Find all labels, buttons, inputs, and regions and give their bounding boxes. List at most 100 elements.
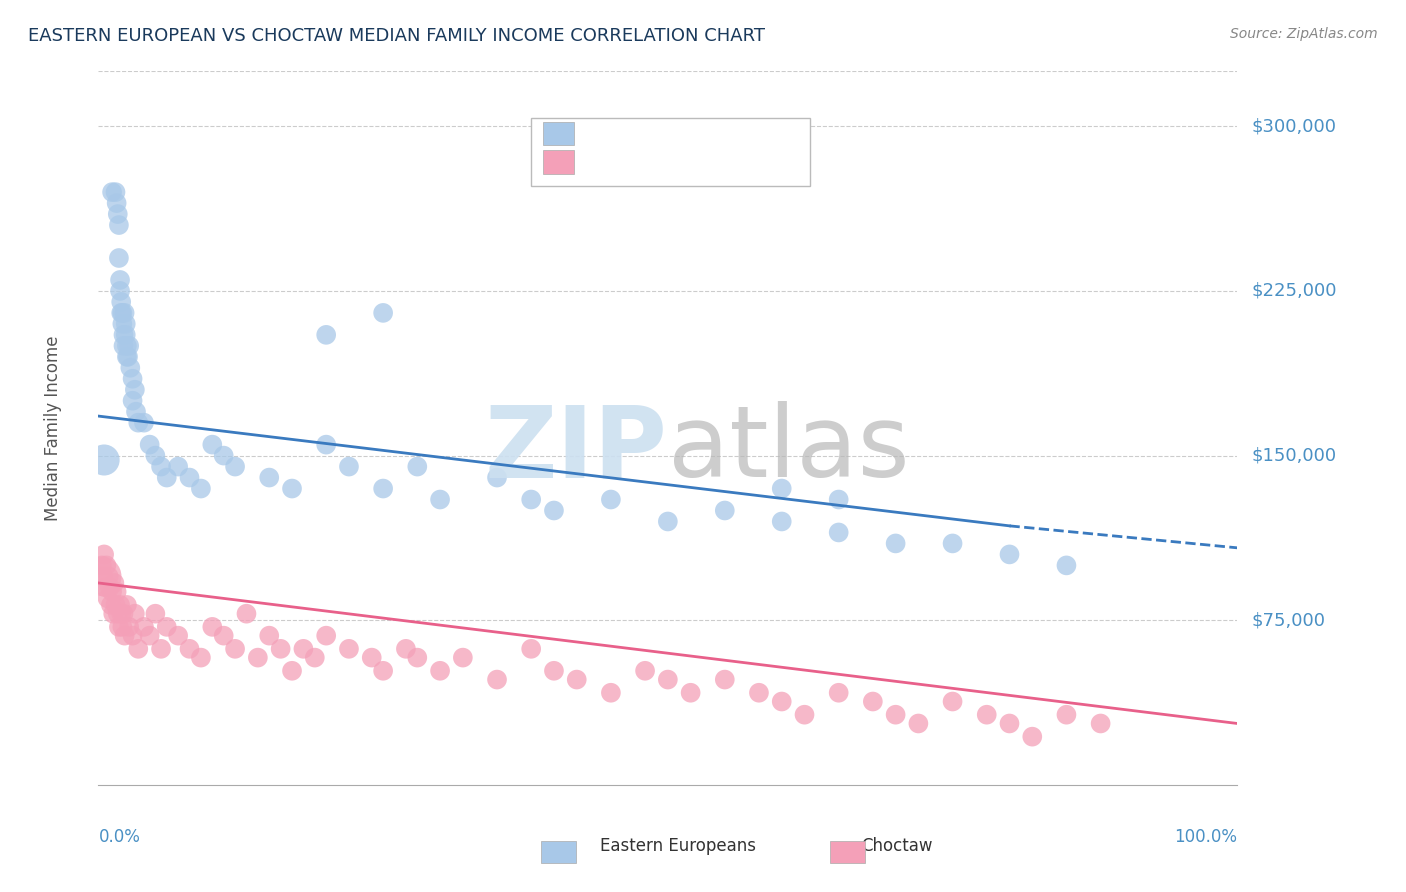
Point: [224, 459, 246, 474]
Point: [111, 620, 134, 634]
Point: [112, 327, 135, 342]
Point: [281, 664, 304, 678]
Point: [259, 470, 281, 484]
Point: [150, 459, 173, 474]
Point: [976, 707, 998, 722]
Point: [862, 694, 884, 708]
Point: [94, 580, 117, 594]
Point: [108, 620, 131, 634]
Point: [486, 673, 509, 687]
Point: [114, 629, 136, 643]
Point: [121, 629, 143, 643]
Point: [100, 598, 122, 612]
Point: [127, 641, 149, 656]
Point: [124, 607, 146, 621]
Point: [201, 620, 224, 634]
Text: N = 61: N = 61: [700, 125, 762, 143]
Point: [111, 306, 134, 320]
Point: [600, 492, 623, 507]
Point: [828, 492, 851, 507]
Point: [429, 492, 451, 507]
Text: $75,000: $75,000: [1251, 611, 1326, 629]
Point: [101, 185, 124, 199]
Point: [115, 598, 138, 612]
Point: [600, 686, 623, 700]
Point: [315, 327, 337, 342]
Point: [190, 482, 212, 496]
Text: $300,000: $300,000: [1251, 117, 1336, 136]
Point: [121, 393, 143, 408]
Point: [1056, 558, 1078, 573]
Point: [93, 453, 115, 467]
Point: [145, 607, 167, 621]
Point: [543, 664, 565, 678]
Text: R = -0.619: R = -0.619: [586, 153, 675, 171]
Point: [96, 591, 118, 606]
Point: [281, 482, 304, 496]
Point: [770, 482, 793, 496]
Point: [406, 459, 429, 474]
Point: [337, 641, 360, 656]
Point: [120, 360, 142, 375]
Point: [179, 470, 201, 484]
Point: [98, 580, 121, 594]
Point: [104, 598, 127, 612]
Point: [110, 607, 132, 621]
FancyBboxPatch shape: [543, 121, 575, 145]
Point: [1056, 707, 1078, 722]
Point: [90, 569, 112, 583]
Point: [942, 536, 965, 550]
Point: [884, 536, 907, 550]
Point: [429, 664, 451, 678]
Point: [132, 416, 155, 430]
Point: [105, 196, 128, 211]
Point: [212, 449, 235, 463]
Point: [112, 607, 135, 621]
Point: [118, 339, 141, 353]
Text: ZIP: ZIP: [485, 401, 668, 498]
Point: [108, 218, 131, 232]
Point: [132, 620, 155, 634]
Point: [770, 694, 793, 708]
Point: [150, 641, 173, 656]
Point: [108, 251, 131, 265]
Point: [224, 641, 246, 656]
Text: Eastern Europeans: Eastern Europeans: [599, 837, 755, 855]
Point: [486, 470, 509, 484]
Point: [105, 584, 128, 599]
Point: [114, 327, 136, 342]
Point: [117, 350, 139, 364]
Point: [114, 306, 136, 320]
Point: [190, 650, 212, 665]
Point: [748, 686, 770, 700]
Point: [657, 673, 679, 687]
Point: [246, 650, 269, 665]
Point: [138, 629, 160, 643]
Point: [828, 686, 851, 700]
Point: [520, 641, 543, 656]
Point: [103, 576, 125, 591]
Point: [110, 306, 132, 320]
Point: [520, 492, 543, 507]
Point: [565, 673, 588, 687]
Point: [371, 664, 394, 678]
Point: [884, 707, 907, 722]
Point: [259, 629, 281, 643]
Text: Source: ZipAtlas.com: Source: ZipAtlas.com: [1230, 27, 1378, 41]
Point: [167, 629, 190, 643]
Point: [212, 629, 235, 643]
Text: 100.0%: 100.0%: [1174, 828, 1237, 846]
Point: [793, 707, 815, 722]
Point: [156, 620, 179, 634]
Point: [679, 686, 702, 700]
Point: [360, 650, 382, 665]
Point: [235, 607, 257, 621]
Point: [124, 383, 146, 397]
Point: [543, 503, 565, 517]
Point: [395, 641, 418, 656]
Text: R = -0.131: R = -0.131: [586, 125, 675, 143]
Point: [998, 548, 1021, 562]
Point: [112, 339, 135, 353]
Point: [770, 515, 793, 529]
Text: N = 74: N = 74: [700, 153, 762, 171]
